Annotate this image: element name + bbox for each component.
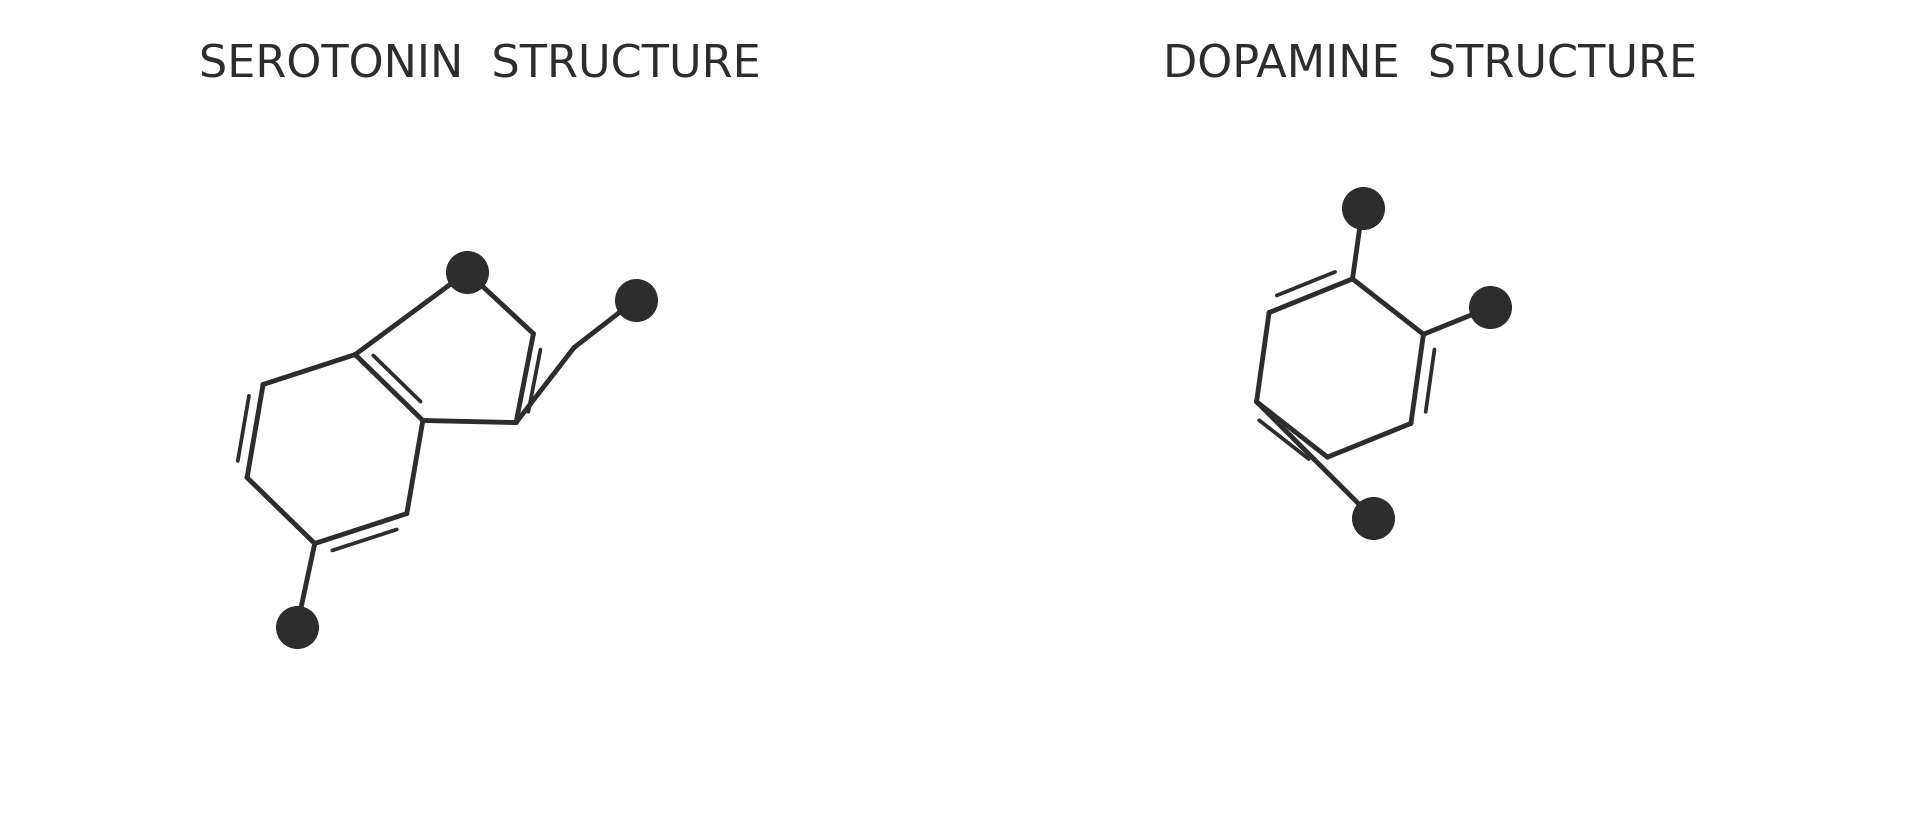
Point — [451, 265, 482, 278]
Point — [1475, 300, 1505, 314]
Point — [282, 620, 313, 633]
Point — [1357, 511, 1388, 524]
Point — [620, 293, 651, 306]
Text: SEROTONIN  STRUCTURE: SEROTONIN STRUCTURE — [200, 43, 760, 86]
Point — [1348, 201, 1379, 214]
Text: DOPAMINE  STRUCTURE: DOPAMINE STRUCTURE — [1164, 43, 1697, 86]
